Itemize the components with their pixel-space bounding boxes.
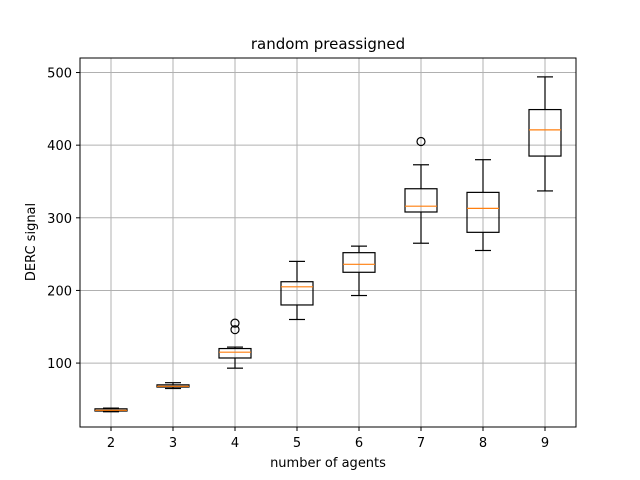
x-tick-label: 4 — [231, 436, 239, 451]
x-axis-label: number of agents — [270, 456, 386, 471]
chart-title: random preassigned — [251, 35, 405, 53]
x-tick-label: 3 — [169, 436, 177, 451]
iqr-box — [528, 108, 562, 157]
x-tick-label: 5 — [293, 436, 301, 451]
plot-area-frame — [79, 57, 577, 428]
iqr-box — [404, 188, 438, 213]
box-2 — [94, 407, 128, 413]
x-tick-label: 9 — [541, 436, 549, 451]
grid-lines — [80, 58, 576, 427]
box-9 — [528, 76, 562, 192]
outlier-point — [230, 325, 240, 335]
y-tick-label: 400 — [47, 139, 72, 154]
box-6 — [342, 245, 376, 297]
iqr-box — [466, 191, 500, 233]
y-tick-label: 200 — [47, 284, 72, 299]
box-3 — [156, 382, 190, 390]
iqr-box — [342, 252, 376, 273]
x-tick-label: 2 — [107, 436, 115, 451]
iqr-box — [280, 281, 314, 306]
y-tick-label: 300 — [47, 212, 72, 227]
axis-ticks: 2 3 4 5 6 7 8 9 100 200 300 400 500 — [47, 67, 549, 451]
iqr-box — [218, 347, 252, 359]
y-tick-label: 100 — [47, 357, 72, 372]
box-7 — [404, 136, 438, 244]
box-4 — [218, 318, 252, 369]
y-axis-label: DERC signal — [24, 203, 39, 281]
box-5 — [280, 260, 314, 321]
y-tick-label: 500 — [47, 67, 72, 82]
x-tick-label: 7 — [417, 436, 425, 451]
outlier-point — [416, 136, 426, 147]
x-tick-label: 8 — [479, 436, 487, 451]
outlier-point — [230, 318, 240, 328]
x-tick-label: 6 — [355, 436, 363, 451]
box-8 — [466, 159, 500, 252]
box-series — [94, 76, 562, 413]
